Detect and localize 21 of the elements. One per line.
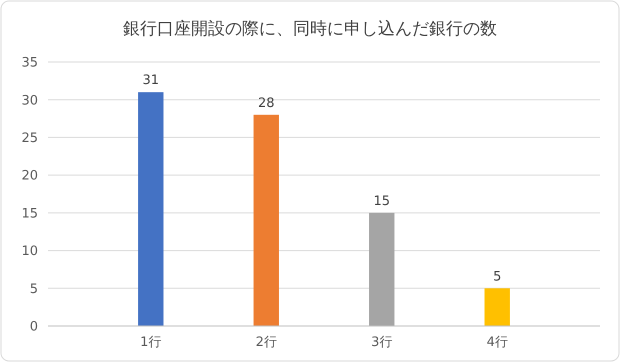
y-tick-label: 25 (21, 130, 38, 146)
y-tick-label: 15 (21, 206, 38, 222)
x-tick-label: 2行 (256, 335, 277, 350)
chart-title: 銀行口座開設の際に、同時に申し込んだ銀行の数 (123, 19, 497, 39)
data-label: 31 (142, 73, 160, 88)
y-tick-label: 35 (21, 56, 38, 71)
data-label: 28 (258, 96, 275, 111)
data-label: 5 (493, 269, 502, 284)
x-tick-label: 3行 (371, 335, 392, 350)
x-tick-label: 4行 (486, 335, 508, 350)
y-tick-label: 30 (21, 93, 38, 108)
y-tick-label: 10 (21, 244, 38, 260)
bar (254, 114, 279, 326)
bar (484, 288, 510, 326)
y-tick-label: 0 (30, 320, 38, 335)
y-tick-label: 20 (21, 168, 38, 184)
x-tick-label: 1行 (140, 335, 162, 350)
y-tick-label: 5 (30, 282, 38, 297)
data-label: 15 (373, 194, 390, 209)
bar (369, 212, 394, 326)
bar (138, 92, 164, 326)
